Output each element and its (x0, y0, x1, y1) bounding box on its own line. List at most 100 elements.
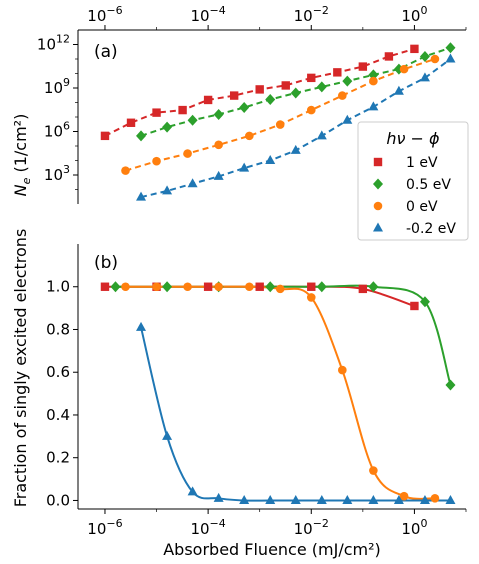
panel-a-y-tick-label: 109 (44, 76, 70, 97)
x-axis-title-b: Absorbed Fluence (mJ/cm²) (163, 540, 381, 559)
panel-a-series-3-point (290, 144, 301, 154)
panel-b-series-2-point (369, 466, 378, 475)
panel-a-series-1-point (213, 108, 224, 120)
panel-a-series-3-point (316, 130, 327, 140)
panel-b-series-2-point (152, 282, 161, 292)
panel-b-series-2-point (338, 365, 347, 375)
legend-title: hν − ϕ (386, 129, 440, 148)
panel-a-series-1-point (316, 81, 327, 93)
panel-b-x-tick-label-exponent: 0 (420, 517, 427, 530)
panel-b-y-tick-label: 0.8 (46, 320, 70, 338)
panel-a-x-tick-label: 100 (401, 4, 427, 25)
panel-b-series-1-point (419, 296, 430, 308)
legend: hν − ϕ 1 eV 0.5 eV 0 eV -0.2 eV (357, 121, 469, 241)
panel-a-y-tick-label-mantissa: 10 (44, 166, 63, 184)
panel-b-series-1-point (368, 281, 379, 293)
panel-b-x-tick-label: 10−4 (190, 517, 225, 538)
panel-a-series-2-point (369, 76, 378, 86)
panel-a-series-1-point (445, 42, 456, 54)
panel-a-series-2-point (430, 54, 440, 64)
panel-b-x-tick-label-exponent: −2 (313, 517, 329, 530)
panel-b-series-1-point (445, 379, 456, 391)
panel-a-y-tick-label-mantissa: 10 (37, 36, 56, 54)
panel-a-series-1-point (162, 121, 173, 133)
panel-a-x-tick-label-exponent: −6 (106, 4, 122, 17)
legend-marker (373, 222, 383, 232)
panel-a-series-2-point (152, 156, 161, 166)
panel-a-series-3-point (368, 101, 379, 111)
y-axis-title-a-units: (1/cm²) (11, 114, 30, 178)
panel-a-series-1-point (187, 114, 198, 126)
panel-a-markers (100, 42, 456, 201)
panel-b-series-1-point (162, 281, 173, 293)
panel-b-series-2-point (183, 282, 192, 292)
panel-a-series-1-point (239, 102, 250, 114)
panel-a-series-0-point (333, 68, 342, 77)
panel-a-x-tick-label-mantissa: 10 (401, 7, 420, 25)
panel-a-x-tick-label-exponent: −4 (210, 4, 226, 17)
panel-b-lines (104, 284, 452, 502)
panel-b-x-tick-label-mantissa: 10 (294, 520, 313, 538)
panel-b-series-1-point (110, 281, 121, 293)
panel-a-series-2-point (214, 140, 223, 150)
panel-a-series-3-point (213, 170, 224, 180)
panel-b-series-0-point (100, 282, 110, 291)
panel-a-series-3-point (136, 191, 147, 201)
panel-b-x-tick-label-mantissa: 10 (87, 520, 106, 538)
panel-b-series-3-point (290, 494, 301, 504)
panel-b-x-tick-label-mantissa: 10 (401, 520, 420, 538)
y-axis-title-a-symbol: N (11, 184, 30, 196)
panel-a-y-tick-label-exponent: 12 (56, 33, 70, 46)
panel-a-series-2-point (399, 64, 409, 74)
panel-b-series-1-point (316, 281, 327, 293)
panel-a-x-tick-label-mantissa: 10 (294, 7, 313, 25)
panel-a-series-2-point (306, 105, 316, 115)
panel-b-series-0-point (410, 301, 419, 311)
panel-b-y-tick-label: 0.2 (46, 449, 70, 467)
panel-a-series-3-point (265, 155, 276, 164)
panel-a-y-tick-label-mantissa: 10 (44, 123, 63, 141)
panel-b-series-0-point (203, 282, 213, 291)
panel-b-x-tick-label-mantissa: 10 (190, 520, 209, 538)
panel-a-x-tick-label-exponent: −2 (313, 4, 329, 17)
panel-a-y-tick-label: 1012 (37, 33, 70, 54)
panel-a-series-0-point (255, 85, 264, 94)
legend-label: 1 eV (406, 155, 438, 171)
panel-b-series-2-point (430, 494, 440, 503)
panel-b-x-tick-label: 10−2 (294, 517, 329, 538)
legend-label: 0.5 eV (406, 177, 451, 193)
panel-a-x-tick-label-mantissa: 10 (190, 7, 209, 25)
panel-a-series-2-point (121, 166, 130, 175)
panel-a-series-2-point (338, 91, 347, 100)
panel-a-series-1-point (290, 87, 301, 99)
panel-a-series-2-point (245, 131, 254, 141)
legend-marker (373, 178, 383, 190)
panel-a-y-tick-label-mantissa: 10 (44, 79, 63, 97)
panel-a-series-0-point (203, 95, 213, 105)
panel-b-series-2-point (214, 282, 223, 292)
panel-a-y-tick-label: 103 (44, 163, 70, 184)
panel-b-x-tick-label-exponent: −6 (106, 517, 122, 530)
panel-b-series-1-point (265, 281, 276, 293)
panel-b-series-3-point (239, 494, 250, 504)
panel-a-series-0-point (307, 73, 316, 83)
panel-b-series-3-point (419, 494, 430, 504)
panel-b-y-tick-label: 1.0 (46, 278, 70, 296)
panel-b-label: (b) (94, 253, 118, 273)
panel-a-y-tick-label-exponent: 6 (63, 120, 70, 133)
legend-marker (373, 157, 383, 167)
panel-b-series-2-point (306, 293, 316, 302)
panel-b-series-3-point (265, 494, 276, 504)
legend-marker (373, 201, 383, 211)
panel-a-series-3-point (393, 85, 404, 95)
panel-b-y-tick-label: 0.0 (46, 491, 70, 509)
panel-b-series-3-point (136, 321, 147, 331)
y-axis-title-b: Fraction of singly excited electrons (11, 229, 30, 508)
panel-a-series-3-point (187, 178, 198, 188)
panel-a-series-3-point (445, 53, 456, 63)
panel-b-y-tick-label: 0.6 (46, 363, 70, 381)
panel-b-y-tick-label: 0.4 (46, 406, 70, 424)
panel-a-series-3-point (342, 114, 353, 124)
